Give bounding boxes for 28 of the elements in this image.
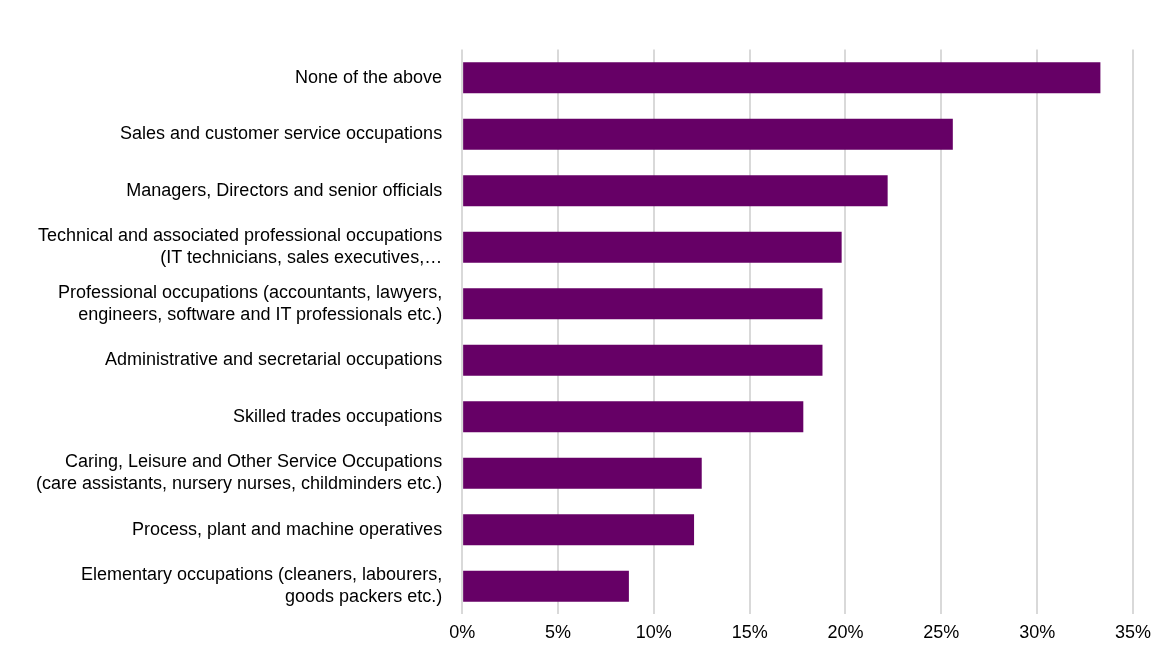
bar	[463, 570, 629, 602]
bar	[463, 231, 842, 263]
bar	[463, 457, 702, 489]
y-tick-label: Managers, Directors and senior officials	[126, 179, 443, 200]
bar	[463, 118, 953, 150]
x-tick-label: 10%	[635, 622, 672, 643]
x-tick-label: 15%	[731, 622, 768, 643]
bar	[463, 401, 804, 433]
bar	[463, 288, 823, 320]
y-tick-label: None of the above	[295, 66, 443, 87]
y-tick-label: Professional occupations (accountants, lawyers, engineers, software and IT professionals etc.)	[57, 281, 443, 324]
y-tick-label: Elementary occupations (cleaners, labourers, goods packers etc.)	[80, 564, 443, 606]
bar	[463, 514, 695, 546]
y-tick-label: Caring, Leisure and Other Service Occupations (care assistants, nursery nurses, childminders etc.)	[35, 451, 443, 493]
x-tick-label: 5%	[544, 622, 571, 643]
bar	[463, 175, 888, 207]
y-tick-label: Technical and associated professional occupations (IT technicians, sales executives,…	[37, 225, 443, 268]
x-tick-label: 35%	[1114, 622, 1151, 643]
y-tick-label: Administrative and secretarial occupations	[104, 349, 443, 370]
bar	[463, 344, 823, 376]
x-tick-label: 30%	[1019, 622, 1056, 643]
x-tick-label: 20%	[827, 622, 864, 643]
x-tick-label: 25%	[923, 622, 960, 643]
bar	[463, 62, 1101, 94]
x-tick-label: 0%	[449, 622, 476, 643]
y-tick-label: Process, plant and machine operatives	[131, 518, 443, 539]
y-tick-label: Skilled trades occupations	[233, 405, 443, 426]
y-tick-label: Sales and customer service occupations	[119, 123, 443, 144]
